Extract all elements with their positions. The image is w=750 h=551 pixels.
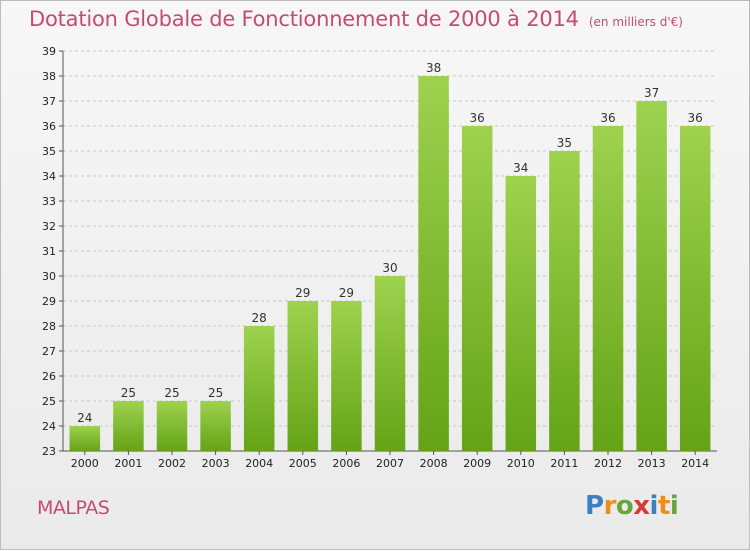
x-tick-label: 2010 (507, 457, 535, 470)
x-tick-label: 2009 (463, 457, 491, 470)
y-tick-label: 35 (42, 145, 56, 158)
bars (69, 76, 711, 451)
value-label: 24 (77, 411, 92, 425)
y-tick-label: 31 (42, 245, 56, 258)
y-tick-label: 36 (42, 120, 56, 133)
x-tick-label: 2005 (289, 457, 317, 470)
bar (461, 126, 493, 451)
y-tick-label: 37 (42, 95, 56, 108)
x-tick-label: 2006 (332, 457, 360, 470)
bar (200, 401, 231, 451)
y-tick-label: 38 (42, 70, 56, 83)
chart-subtitle: (en milliers d'€) (588, 15, 683, 29)
y-tick-label: 30 (42, 270, 56, 283)
value-label: 30 (382, 261, 397, 275)
y-tick-label: 29 (42, 295, 56, 308)
y-tick-label: 39 (42, 45, 56, 58)
bar (679, 126, 711, 451)
bar (243, 326, 275, 451)
chart-title: Dotation Globale de Fonctionnement de 20… (29, 7, 683, 31)
y-tick-label: 32 (42, 220, 56, 233)
y-tick-label: 25 (42, 395, 56, 408)
y-tick-label: 24 (42, 420, 56, 433)
labels: 24 25 25 25 28 29 29 30 38 36 34 35 36 37 36 (77, 61, 703, 425)
bar (156, 401, 188, 451)
value-label: 29 (295, 286, 310, 300)
logo-letter: o (615, 491, 634, 521)
logo-letter: r (603, 491, 617, 521)
bar (287, 301, 319, 451)
logo-letter: i (669, 491, 679, 521)
bar (592, 126, 624, 451)
y-tick-label: 28 (42, 320, 56, 333)
x-tick-label: 2001 (114, 457, 142, 470)
logo-letter: P (585, 491, 604, 521)
value-label: 29 (339, 286, 354, 300)
proxiti-logo: Proxiti (585, 491, 679, 521)
commune-name: MALPAS (37, 497, 110, 519)
value-label: 36 (600, 111, 615, 125)
value-label: 25 (208, 386, 223, 400)
value-label: 37 (644, 86, 659, 100)
bar (636, 101, 667, 451)
bar (418, 76, 449, 451)
value-label: 25 (164, 386, 179, 400)
value-label: 35 (557, 136, 572, 150)
x-tick-label: 2004 (245, 457, 273, 470)
x-tick-label: 2000 (71, 457, 99, 470)
y-tick-label: 34 (42, 170, 56, 183)
bar (549, 151, 580, 451)
title-text: Dotation Globale de Fonctionnement de 20… (29, 7, 579, 31)
y-tick-label: 26 (42, 370, 56, 383)
value-label: 36 (470, 111, 485, 125)
x-tick-label: 2003 (202, 457, 230, 470)
x-tick-label: 2013 (638, 457, 666, 470)
bar (374, 276, 406, 451)
axes: 23 24 25 26 27 28 29 30 31 32 33 34 35 36 37 38 39 2000 20… (42, 45, 717, 470)
y-tick-label: 23 (42, 445, 56, 458)
bar (505, 176, 537, 451)
bar (113, 401, 144, 451)
x-tick-label: 2014 (681, 457, 709, 470)
x-tick-label: 2007 (376, 457, 404, 470)
value-label: 38 (426, 61, 441, 75)
value-label: 25 (121, 386, 136, 400)
x-tick-label: 2012 (594, 457, 622, 470)
logo-letter: i (649, 491, 659, 521)
x-tick-label: 2002 (158, 457, 186, 470)
x-tick-label: 2008 (420, 457, 448, 470)
y-tick-label: 27 (42, 345, 56, 358)
y-tick-label: 33 (42, 195, 56, 208)
x-tick-label: 2011 (550, 457, 578, 470)
bar (331, 301, 362, 451)
logo-letter: t (657, 491, 670, 521)
value-label: 34 (513, 161, 528, 175)
bar (69, 426, 101, 451)
value-label: 28 (252, 311, 267, 325)
logo-letter: x (633, 491, 650, 521)
value-label: 36 (688, 111, 703, 125)
